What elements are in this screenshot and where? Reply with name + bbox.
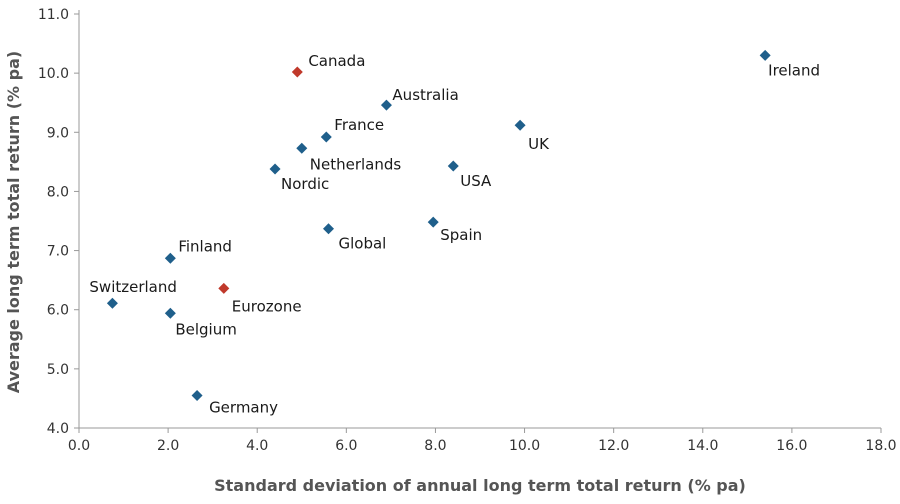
- data-point-germany: [191, 389, 203, 401]
- y-axis-title: Average long term total return (% pa): [4, 51, 23, 393]
- data-point-switzerland: [106, 297, 118, 309]
- axes: [78, 10, 881, 429]
- x-tick-label: 4.0: [246, 438, 268, 454]
- y-tick-label: 5.0: [47, 362, 69, 378]
- y-tick-label: 4.0: [47, 421, 69, 437]
- x-tick-label: 6.0: [335, 438, 357, 454]
- data-point-usa: [447, 160, 459, 172]
- point-label-switzerland: Switzerland: [89, 278, 176, 296]
- y-tick-label: 10.0: [38, 66, 69, 82]
- data-point-finland: [164, 252, 176, 264]
- y-tick-label: 9.0: [47, 125, 69, 141]
- data-points: Canada Ireland Australia France UK Netherland…: [89, 49, 820, 416]
- point-label-nordic: Nordic: [281, 175, 329, 193]
- point-label-germany: Germany: [209, 398, 278, 416]
- x-tick-label: 14.0: [687, 438, 718, 454]
- data-point-spain: [427, 216, 439, 228]
- data-point-belgium: [164, 307, 176, 319]
- point-label-spain: Spain: [440, 226, 482, 244]
- ticks: 0.0 2.0 4.0 6.0 8.0 10.0 12.0 14.0 16.0 18.0 4.0 5.…: [38, 7, 897, 454]
- x-tick-label: 8.0: [424, 438, 446, 454]
- data-point-ireland: [759, 49, 771, 61]
- data-point-uk: [514, 119, 526, 131]
- x-tick-label: 16.0: [776, 438, 807, 454]
- point-label-netherlands: Netherlands: [310, 155, 402, 173]
- data-point-france: [320, 131, 332, 143]
- point-label-ireland: Ireland: [768, 61, 820, 79]
- data-point-netherlands: [296, 142, 308, 154]
- data-point-nordic: [269, 163, 281, 175]
- point-label-france: France: [334, 116, 384, 134]
- x-tick-label: 0.0: [68, 438, 90, 454]
- x-tick-label: 2.0: [157, 438, 179, 454]
- y-tick-label: 11.0: [38, 7, 69, 23]
- point-label-australia: Australia: [392, 86, 458, 104]
- point-label-canada: Canada: [308, 52, 365, 70]
- x-axis-title: Standard deviation of annual long term t…: [214, 476, 746, 495]
- y-tick-label: 8.0: [47, 184, 69, 200]
- y-tick-label: 6.0: [47, 303, 69, 319]
- data-point-australia: [380, 99, 392, 111]
- data-point-canada: [291, 66, 303, 78]
- x-tick-label: 10.0: [509, 438, 540, 454]
- point-label-belgium: Belgium: [175, 320, 237, 338]
- point-label-uk: UK: [528, 135, 550, 153]
- data-point-eurozone: [218, 282, 230, 294]
- y-tick-label: 7.0: [47, 244, 69, 260]
- x-tick-label: 12.0: [598, 438, 629, 454]
- point-label-eurozone: Eurozone: [232, 297, 302, 315]
- point-label-global: Global: [339, 235, 387, 253]
- x-tick-label: 18.0: [865, 438, 896, 454]
- point-label-usa: USA: [460, 172, 492, 190]
- data-point-global: [323, 223, 335, 235]
- point-label-finland: Finland: [178, 237, 232, 255]
